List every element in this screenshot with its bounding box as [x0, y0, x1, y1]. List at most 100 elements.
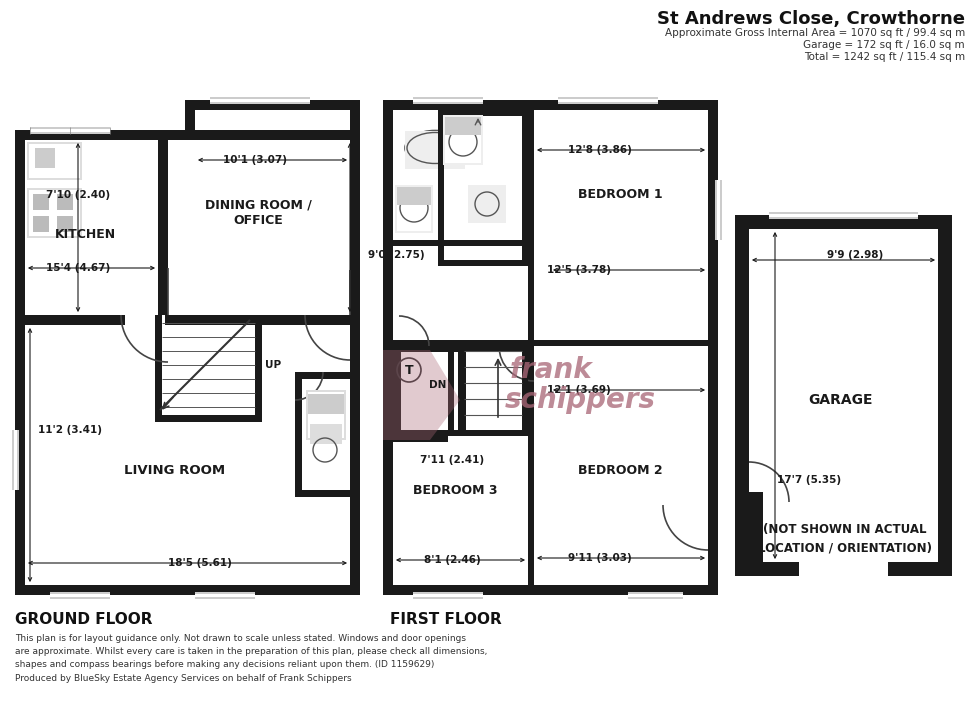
Polygon shape	[295, 490, 350, 497]
Text: OFFICE: OFFICE	[233, 214, 283, 226]
Text: Total = 1242 sq ft / 115.4 sq m: Total = 1242 sq ft / 115.4 sq m	[804, 52, 965, 62]
Polygon shape	[306, 390, 346, 440]
Polygon shape	[628, 592, 683, 599]
Text: (NOT SHOWN IN ACTUAL: (NOT SHOWN IN ACTUAL	[763, 524, 927, 536]
Polygon shape	[168, 130, 350, 140]
Polygon shape	[393, 430, 528, 436]
Polygon shape	[35, 148, 55, 168]
Polygon shape	[15, 315, 25, 595]
Polygon shape	[350, 130, 360, 315]
Polygon shape	[445, 117, 481, 163]
Polygon shape	[158, 130, 168, 315]
Polygon shape	[468, 185, 506, 223]
Polygon shape	[769, 214, 918, 217]
Polygon shape	[443, 115, 483, 165]
Polygon shape	[393, 346, 466, 352]
Polygon shape	[155, 315, 162, 415]
Polygon shape	[57, 194, 73, 210]
Polygon shape	[413, 99, 483, 102]
Polygon shape	[295, 372, 302, 490]
Text: This plan is for layout guidance only. Not drawn to scale unless stated. Windows: This plan is for layout guidance only. N…	[15, 634, 487, 683]
Polygon shape	[717, 180, 720, 240]
Polygon shape	[12, 430, 19, 490]
Text: St Andrews Close, Crowthorne: St Andrews Close, Crowthorne	[657, 10, 965, 28]
Polygon shape	[438, 110, 444, 260]
Polygon shape	[522, 110, 528, 260]
Text: LIVING ROOM: LIVING ROOM	[124, 463, 225, 477]
Polygon shape	[30, 129, 110, 132]
Polygon shape	[938, 215, 952, 576]
Text: 17'7 (5.35): 17'7 (5.35)	[777, 475, 841, 485]
Polygon shape	[395, 185, 433, 233]
Polygon shape	[393, 340, 708, 346]
Polygon shape	[715, 180, 722, 240]
Text: KITCHEN: KITCHEN	[55, 229, 116, 242]
Polygon shape	[458, 430, 528, 436]
Text: BEDROOM 1: BEDROOM 1	[577, 189, 662, 201]
Polygon shape	[628, 594, 683, 597]
Text: T: T	[405, 364, 414, 376]
Polygon shape	[438, 110, 528, 116]
Polygon shape	[350, 100, 360, 130]
Polygon shape	[458, 345, 464, 430]
Text: 7'11 (2.41): 7'11 (2.41)	[420, 455, 484, 465]
Polygon shape	[27, 142, 82, 180]
Text: 9'11 (3.03): 9'11 (3.03)	[568, 553, 632, 563]
Polygon shape	[405, 131, 465, 169]
Polygon shape	[522, 345, 528, 430]
Text: 9'0 (2.75): 9'0 (2.75)	[368, 250, 424, 260]
Polygon shape	[413, 97, 483, 104]
Polygon shape	[735, 215, 952, 229]
Text: BEDROOM 3: BEDROOM 3	[413, 484, 497, 496]
Polygon shape	[15, 130, 160, 140]
Polygon shape	[50, 594, 110, 597]
Polygon shape	[558, 99, 658, 102]
Polygon shape	[708, 100, 718, 595]
Polygon shape	[438, 260, 528, 266]
Polygon shape	[185, 100, 360, 110]
Polygon shape	[308, 394, 344, 414]
Text: schippers: schippers	[505, 386, 656, 414]
Text: 12'1 (3.69): 12'1 (3.69)	[547, 385, 611, 395]
Text: 7'10 (2.40): 7'10 (2.40)	[46, 190, 110, 200]
Polygon shape	[448, 346, 454, 436]
Polygon shape	[460, 346, 466, 430]
Text: 10'1 (3.07): 10'1 (3.07)	[223, 155, 287, 165]
Polygon shape	[393, 346, 401, 436]
Polygon shape	[413, 592, 483, 599]
Text: 12'8 (3.86): 12'8 (3.86)	[568, 145, 632, 155]
Polygon shape	[393, 240, 528, 246]
Polygon shape	[29, 190, 80, 236]
Text: 15'4 (4.67): 15'4 (4.67)	[46, 263, 110, 273]
Polygon shape	[50, 592, 110, 599]
Text: 11'2 (3.41): 11'2 (3.41)	[38, 425, 102, 435]
Polygon shape	[399, 430, 460, 436]
Polygon shape	[735, 215, 749, 576]
Polygon shape	[210, 97, 310, 104]
Polygon shape	[30, 127, 110, 134]
Polygon shape	[295, 372, 360, 379]
Polygon shape	[14, 430, 17, 490]
Polygon shape	[393, 346, 399, 430]
Text: DN: DN	[429, 380, 447, 390]
Polygon shape	[383, 100, 393, 595]
Polygon shape	[155, 415, 262, 422]
Text: BEDROOM 2: BEDROOM 2	[577, 463, 662, 477]
Polygon shape	[27, 188, 82, 238]
Polygon shape	[165, 315, 350, 325]
Polygon shape	[749, 492, 763, 562]
Polygon shape	[57, 216, 73, 232]
Polygon shape	[15, 585, 360, 595]
Text: LOCATION / ORIENTATION): LOCATION / ORIENTATION)	[758, 541, 932, 554]
Polygon shape	[308, 392, 344, 438]
Text: FIRST FLOOR: FIRST FLOOR	[390, 612, 502, 627]
Polygon shape	[383, 100, 718, 110]
Polygon shape	[558, 97, 658, 104]
Polygon shape	[195, 592, 255, 599]
Text: Approximate Gross Internal Area = 1070 sq ft / 99.4 sq m: Approximate Gross Internal Area = 1070 s…	[664, 28, 965, 38]
Polygon shape	[769, 212, 918, 219]
Polygon shape	[383, 350, 460, 440]
Text: 8'1 (2.46): 8'1 (2.46)	[423, 555, 480, 565]
Polygon shape	[29, 144, 80, 178]
Polygon shape	[210, 99, 310, 102]
